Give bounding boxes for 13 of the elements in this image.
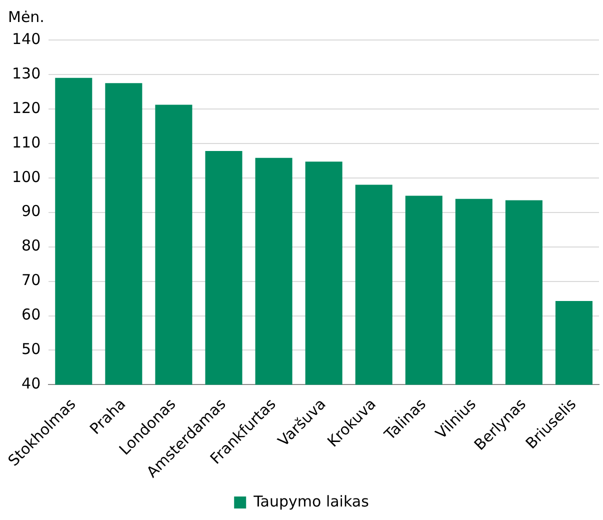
y-tick-label: 100 — [12, 168, 41, 186]
y-axis-title: Mėn. — [8, 8, 44, 26]
y-tick-label: 50 — [22, 340, 41, 358]
y-tick-label: 90 — [22, 202, 41, 220]
y-tick-label: 120 — [12, 98, 41, 117]
legend-label: Taupymo laikas — [252, 492, 370, 510]
y-tick-label: 140 — [12, 30, 41, 48]
y-tick-label: 130 — [12, 64, 41, 82]
y-tick-label: 110 — [12, 133, 41, 152]
y-tick-label: 60 — [22, 306, 41, 324]
y-tick-label: 80 — [22, 236, 41, 255]
y-tick-label: 70 — [22, 271, 41, 290]
y-tick-label: 40 — [22, 374, 41, 393]
